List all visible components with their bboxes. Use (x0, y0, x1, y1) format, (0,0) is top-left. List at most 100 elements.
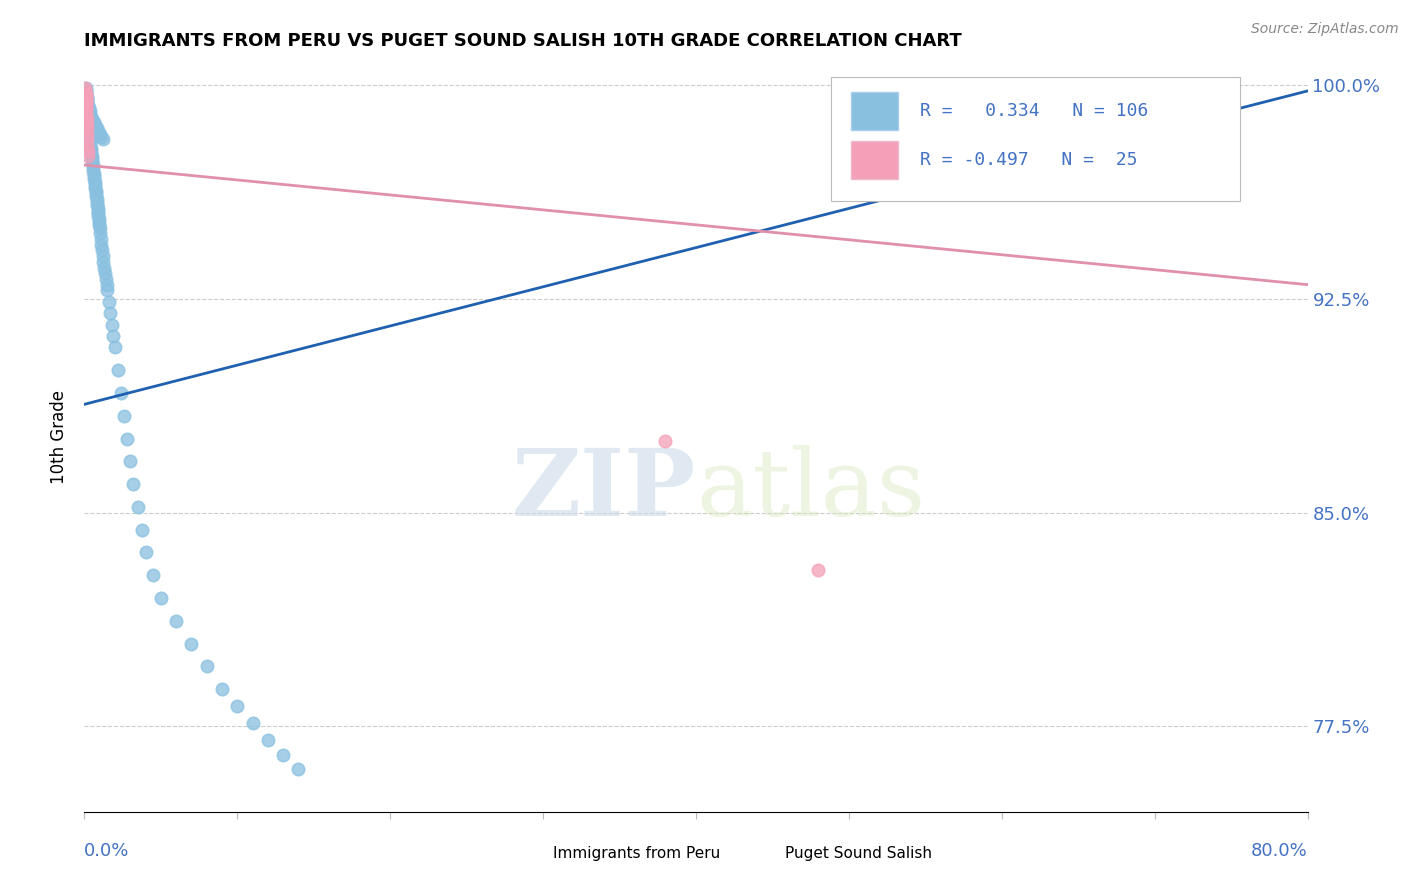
Point (180, 637, 202, 651)
Point (89, 127, 111, 141)
Point (76, 127, 98, 141)
Point (83, 115, 105, 129)
Point (131, 523, 153, 537)
Point (75, 95, 97, 110)
Point (80, 149, 103, 163)
Point (75, 110, 97, 124)
Point (86, 195, 108, 210)
Point (76, 95, 98, 110)
Text: R =   0.334   N = 106: R = 0.334 N = 106 (920, 103, 1149, 120)
Point (76, 93, 98, 107)
Point (93, 260, 115, 275)
Point (75, 84, 97, 98)
Point (79, 106, 101, 120)
Point (287, 762, 309, 776)
Point (89, 220, 111, 235)
Point (89, 218, 111, 232)
FancyBboxPatch shape (831, 78, 1240, 201)
Point (90, 237, 112, 252)
FancyBboxPatch shape (519, 842, 546, 866)
Point (107, 363, 129, 377)
Point (75, 87, 97, 101)
Point (76, 103, 98, 118)
FancyBboxPatch shape (851, 93, 898, 130)
Point (75, 98, 97, 112)
Point (80, 110, 103, 124)
Point (75, 87, 97, 101)
Point (83, 175, 105, 189)
Point (76, 144, 98, 158)
Point (84, 178, 107, 192)
Point (77, 124, 100, 138)
Point (90, 129, 112, 144)
Point (80, 112, 103, 127)
Point (76, 118, 98, 132)
Point (75, 89, 97, 103)
Point (87, 209, 110, 223)
Text: Immigrants from Peru: Immigrants from Peru (553, 847, 720, 861)
Point (84, 184, 107, 198)
Point (96, 277, 118, 292)
Point (77, 110, 100, 124)
Point (75, 93, 97, 107)
Point (75, 84, 97, 98)
Point (75, 81, 97, 95)
Point (75, 106, 97, 120)
Point (83, 167, 105, 181)
Point (226, 699, 249, 714)
Point (75, 87, 97, 101)
Point (75, 110, 97, 124)
Point (86, 198, 108, 212)
Point (257, 733, 280, 747)
Point (87, 212, 110, 227)
Point (83, 169, 105, 184)
Point (77, 112, 100, 127)
Point (79, 138, 101, 153)
Point (75, 84, 97, 98)
Point (80, 146, 103, 161)
Point (83, 172, 105, 186)
Point (195, 659, 218, 673)
Point (87, 124, 110, 138)
Point (112, 409, 135, 423)
Point (82, 163, 104, 178)
Point (76, 101, 98, 115)
Point (98, 306, 121, 320)
Point (76, 112, 98, 127)
Text: ZIP: ZIP (512, 444, 696, 534)
Point (84, 118, 107, 132)
Point (76, 132, 98, 146)
FancyBboxPatch shape (851, 141, 898, 178)
Point (75, 98, 97, 112)
Point (127, 500, 149, 514)
Text: Source: ZipAtlas.com: Source: ZipAtlas.com (1251, 22, 1399, 37)
Point (75, 89, 97, 103)
Point (115, 432, 138, 446)
Point (94, 266, 117, 280)
Text: R = -0.497   N =  25: R = -0.497 N = 25 (920, 151, 1137, 169)
Point (76, 89, 98, 103)
Point (82, 161, 104, 175)
Point (79, 103, 101, 118)
Point (76, 106, 98, 120)
Point (654, 434, 676, 449)
Point (79, 132, 101, 146)
Point (90, 232, 112, 246)
Point (93, 255, 115, 269)
Point (77, 120, 100, 135)
Point (91, 132, 114, 146)
Point (101, 318, 124, 332)
Point (77, 149, 100, 163)
Point (80, 141, 103, 155)
Point (80, 153, 103, 167)
Point (76, 93, 98, 107)
Point (79, 135, 101, 149)
Text: 80.0%: 80.0% (1251, 842, 1308, 860)
Point (87, 206, 110, 220)
Point (87, 215, 110, 229)
Point (87, 203, 110, 218)
Point (79, 127, 101, 141)
Point (76, 120, 98, 135)
Point (77, 115, 100, 129)
Point (82, 158, 104, 172)
